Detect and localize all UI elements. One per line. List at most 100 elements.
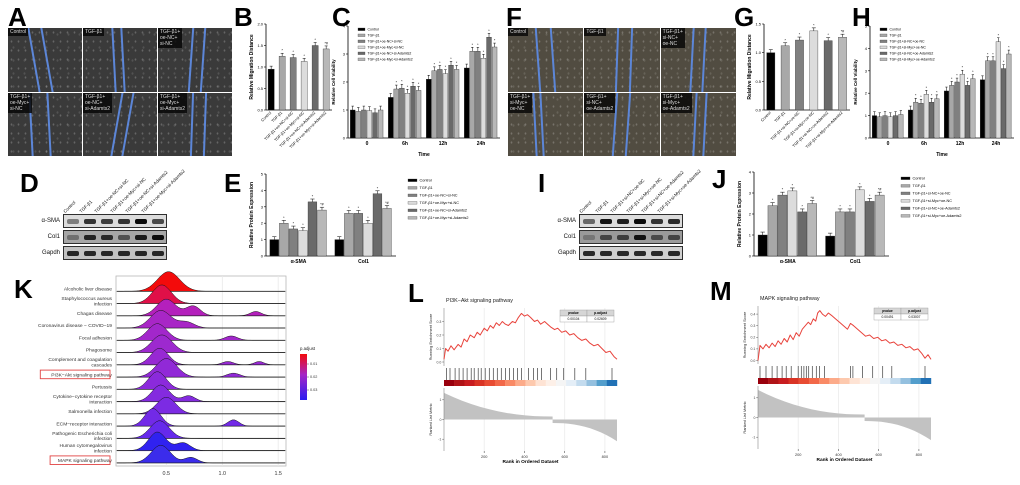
rank-color-band — [444, 380, 618, 386]
svg-text:Relative Migration Distance: Relative Migration Distance — [747, 34, 753, 100]
chart-L-svg: PI3K−Akt signaling pathway 0.0 0.1 0.2 0.3 Ru… — [428, 298, 618, 465]
svg-text:TGF-β1+oe-Myc+si-Adamts2: TGF-β1+oe-Myc+si-Adamts2 — [368, 57, 413, 61]
svg-text:TGF-β1+si-Myc+oe-NC: TGF-β1+si-Myc+oe-NC — [890, 45, 927, 49]
svg-text:*: * — [283, 216, 285, 220]
svg-text:*: * — [396, 81, 398, 85]
protein-label: α-SMA — [557, 218, 576, 224]
svg-text:*: * — [849, 204, 851, 208]
svg-text:1: 1 — [261, 237, 264, 242]
protein-band — [599, 218, 612, 224]
panel-i-western-blot: Control TGF-β1 TGF-β1+si-NC+oe-NC TGF-β1+si… — [546, 169, 701, 262]
blot-strip — [63, 246, 167, 260]
x-axis: 0.5 1.0 1.5 — [163, 471, 282, 477]
svg-text:Running Enrichment Score: Running Enrichment Score — [742, 312, 747, 359]
svg-text:*: * — [1003, 60, 1005, 64]
panel-letter-j: J — [712, 164, 727, 194]
svg-text:Time: Time — [936, 152, 948, 158]
image-label: TGF-β1 — [83, 28, 105, 36]
protein-band — [599, 250, 612, 256]
svg-text:0.1: 0.1 — [437, 347, 442, 351]
svg-text:*: * — [488, 29, 490, 33]
blot-strip — [579, 230, 683, 244]
svg-text:3: 3 — [865, 68, 868, 73]
protein-band — [151, 250, 164, 256]
svg-text:MAPK signaling pathway: MAPK signaling pathway — [58, 458, 113, 464]
svg-text:*: * — [839, 204, 841, 208]
svg-text:Ranked List Metric: Ranked List Metric — [428, 403, 433, 435]
svg-text:*: * — [292, 50, 294, 54]
scratch-edge-line — [110, 28, 117, 92]
x-axis: α-SMA Col1 — [291, 259, 370, 265]
blot-row: Gapdh — [546, 246, 683, 260]
svg-text:1: 1 — [749, 233, 752, 238]
pvalue-table: pvalue 0.00104 p.adjust 0.02609 — [559, 309, 615, 323]
svg-text:*: * — [827, 33, 829, 37]
bars: *************** — [871, 33, 1012, 139]
svg-text:*: * — [367, 216, 369, 220]
svg-text:*: * — [412, 78, 414, 82]
image-label: Control — [508, 28, 529, 36]
bars: * * * * *# — [267, 38, 330, 111]
protein-band — [582, 234, 595, 240]
protein-band — [633, 234, 646, 240]
panel-a-scratch-images: Control TGF-β1 TGF-β1+ oe-NC+ si-NC TGF-β1+… — [8, 28, 232, 156]
svg-text:*: * — [439, 61, 441, 65]
bars: *************** — [350, 29, 498, 139]
scratch-edge-line — [45, 92, 52, 156]
svg-text:*: * — [926, 86, 928, 90]
svg-text:0.00491: 0.00491 — [882, 315, 894, 319]
svg-text:Complement and coagulation: Complement and coagulation — [48, 357, 112, 363]
svg-text:*: * — [772, 198, 774, 202]
ranked-list-metric-area — [444, 392, 617, 442]
svg-text:PI3K−Akt signaling pathway: PI3K−Akt signaling pathway — [446, 298, 513, 304]
image-label: TGF-β1+ oe-Myc+ si-Adamts2 — [158, 92, 188, 113]
svg-text:*: * — [401, 80, 403, 84]
protein-band — [100, 234, 113, 240]
ridge-density — [116, 384, 286, 402]
scratch-edge-line — [549, 28, 557, 92]
panel-h-chart: 0 1 2 3 4 5 Relative Cell Viability * * * * * * * * * * *… — [852, 18, 1018, 158]
p-adjust-legend: p.adjust 0.01 0.02 0.03 — [300, 346, 317, 400]
svg-text:*: * — [813, 23, 815, 27]
protein-label: Col1 — [563, 234, 576, 240]
svg-text:Salmonella infection: Salmonella infection — [68, 409, 112, 415]
svg-text:0: 0 — [749, 254, 752, 259]
svg-text:*: * — [915, 94, 917, 98]
image-label: TGF-β1+ oe-NC+ si-NC — [158, 28, 183, 48]
x-axis: 200 400 600 800 Rank in Ordered Dataset — [795, 449, 923, 463]
panel-letter-m: M — [710, 276, 732, 306]
svg-text:*: * — [407, 85, 409, 89]
protein-band — [117, 218, 130, 224]
svg-text:2: 2 — [865, 91, 868, 96]
svg-text:Phagosome: Phagosome — [86, 348, 112, 354]
svg-text:*: * — [869, 194, 871, 198]
svg-text:*: * — [293, 222, 295, 226]
microscopy-image: TGF-β1+ si-Myc+ oe-NC — [508, 92, 584, 156]
svg-text:Ranked List Metric: Ranked List Metric — [742, 401, 747, 433]
protein-band — [100, 218, 113, 224]
lane-label: Control — [62, 199, 77, 214]
panel-e-chart: 0 1 2 3 4 5 Relative Protein Expression * * * * *# *… — [238, 164, 500, 270]
blot-row: α-SMA — [30, 214, 167, 228]
svg-text:4: 4 — [865, 46, 868, 51]
svg-text:Relative Cell Viability: Relative Cell Viability — [853, 59, 858, 105]
svg-text:0.2: 0.2 — [751, 336, 756, 340]
svg-text:*: * — [859, 182, 861, 186]
svg-text:3: 3 — [749, 191, 752, 196]
svg-text:p.adjust: p.adjust — [908, 309, 922, 313]
panel-j-chart: 0 1 2 3 4 Relative Protein Expression * * * * *# * *… — [726, 162, 1018, 270]
svg-text:TGF-β1+oe-Myc+si-Adamts2: TGF-β1+oe-Myc+si-Adamts2 — [420, 216, 469, 220]
svg-text:*: * — [962, 66, 964, 70]
protein-band — [66, 234, 79, 240]
protein-label: Gapdh — [41, 250, 60, 256]
svg-text:*: * — [967, 77, 969, 81]
svg-text:*: * — [951, 77, 953, 81]
svg-text:0.0: 0.0 — [755, 108, 761, 113]
svg-text:0.5: 0.5 — [755, 79, 761, 84]
svg-text:Relative Cell Viability: Relative Cell Viability — [331, 59, 336, 105]
svg-text:Control: Control — [368, 27, 380, 31]
